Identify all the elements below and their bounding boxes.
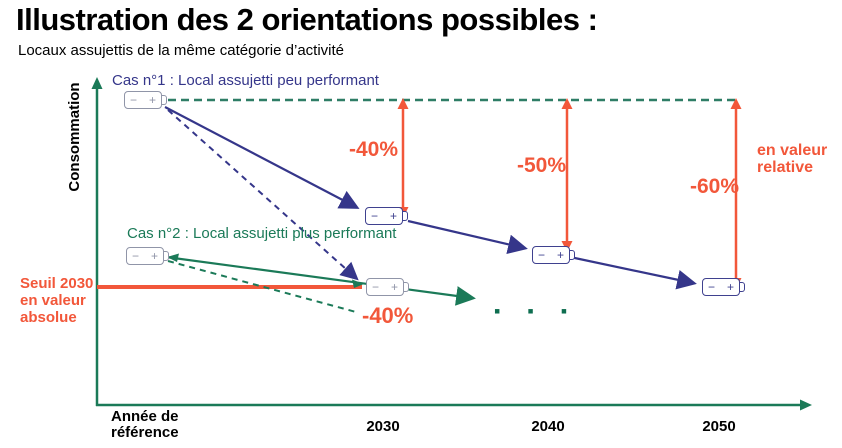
battery-minus: − (538, 248, 546, 262)
x-tick-2050: 2050 (702, 418, 736, 435)
battery-icon-case2-2030: − + (366, 278, 409, 296)
relative-pct-2030: -40% (348, 138, 398, 161)
battery-minus: − (132, 249, 140, 263)
x-tick-2040: 2040 (531, 418, 565, 435)
battery-icon-case1-2040: − + (532, 246, 575, 264)
relative-pct-2050: -60% (690, 175, 740, 198)
battery-minus: − (130, 93, 138, 107)
case2-pct-2030: -40% (362, 303, 414, 328)
battery-minus: − (372, 280, 380, 294)
ellipsis-dots: ▪ ▪ ▪ (494, 301, 579, 321)
battery-plus: + (390, 280, 398, 294)
y-axis-label: Consommation (66, 82, 83, 192)
y-axis-arrowhead (91, 77, 103, 89)
case2-arrowhead-at-start (167, 253, 179, 262)
relative-value-caption: en valeur relative (757, 142, 828, 176)
case2-solid-line (165, 255, 476, 306)
battery-minus: − (371, 209, 379, 223)
page-subtitle: Locaux assujettis de la même catégorie d… (18, 42, 345, 59)
x-axis-arrowhead (800, 399, 812, 411)
battery-plus: + (389, 209, 397, 223)
battery-minus: − (708, 280, 716, 294)
battery-icon-case1-start: − + (124, 91, 167, 109)
case1-dashed-to-threshold (167, 109, 359, 281)
case1-segment-ref-2030 (164, 106, 360, 209)
relative-pct-2040: -50% (517, 154, 567, 177)
threshold-caption: Seuil 2030 en valeur absolue (20, 275, 94, 326)
battery-plus: + (556, 248, 564, 262)
case2-label: Cas n°2 : Local assujetti plus performan… (127, 225, 397, 242)
battery-icon-case2-start: − + (126, 247, 169, 265)
battery-icon-case1-2050: − + (702, 278, 745, 296)
page-title: Illustration des 2 orientations possible… (16, 2, 598, 37)
battery-plus: + (726, 280, 734, 294)
case1-segment-2030-2040 (407, 219, 528, 255)
case1-label: Cas n°1 : Local assujetti peu performant (112, 72, 379, 89)
x-axis-origin-label: Année de référence (111, 408, 179, 441)
battery-plus: + (150, 249, 158, 263)
case1-segment-2040-2050 (569, 255, 697, 290)
case2-arrowhead-at-battery (352, 279, 364, 288)
battery-plus: + (148, 93, 156, 107)
battery-icon-case1-2030: − + (365, 207, 408, 225)
x-tick-2030: 2030 (366, 418, 400, 435)
relative-arrow-2030 (397, 98, 409, 218)
